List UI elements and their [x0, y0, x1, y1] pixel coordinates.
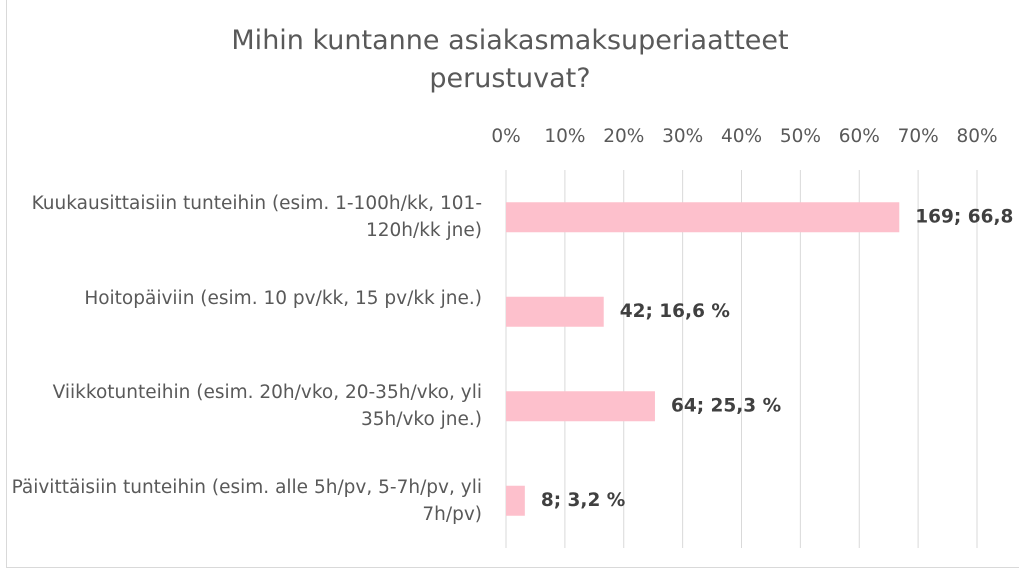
bar [506, 391, 655, 422]
x-tick-label: 60% [839, 126, 880, 147]
data-label: 64; 25,3 % [671, 395, 781, 416]
bar [506, 485, 525, 516]
chart-title: Mihin kuntanne asiakasmaksuperiaatteet p… [231, 25, 789, 94]
x-tick-label: 50% [780, 126, 821, 147]
x-tick-label: 70% [898, 126, 939, 147]
x-tick-label: 20% [603, 126, 644, 147]
x-tick-label: 40% [721, 126, 762, 147]
x-tick-label: 30% [662, 126, 703, 147]
chart-frame [6, 0, 1019, 568]
x-tick-label: 0% [491, 126, 520, 147]
x-tick-label: 10% [544, 126, 585, 147]
bar [506, 202, 900, 233]
y-tick-label: Päivittäisiin tunteihin (esim. alle 5h/p… [11, 476, 482, 525]
y-tick-label: Hoitopäiviin (esim. 10 pv/kk, 15 pv/kk j… [84, 287, 482, 309]
y-tick-label: Viikkotunteihin (esim. 20h/vko, 20-35h/v… [52, 382, 482, 431]
data-label: 169; 66,8 % [915, 206, 1019, 227]
data-label: 42; 16,6 % [620, 301, 730, 322]
bar [506, 296, 604, 327]
x-tick-label: 80% [956, 126, 997, 147]
data-label: 8; 3,2 % [541, 490, 625, 511]
y-tick-label: Kuukausittaisiin tunteihin (esim. 1-100h… [31, 193, 482, 242]
